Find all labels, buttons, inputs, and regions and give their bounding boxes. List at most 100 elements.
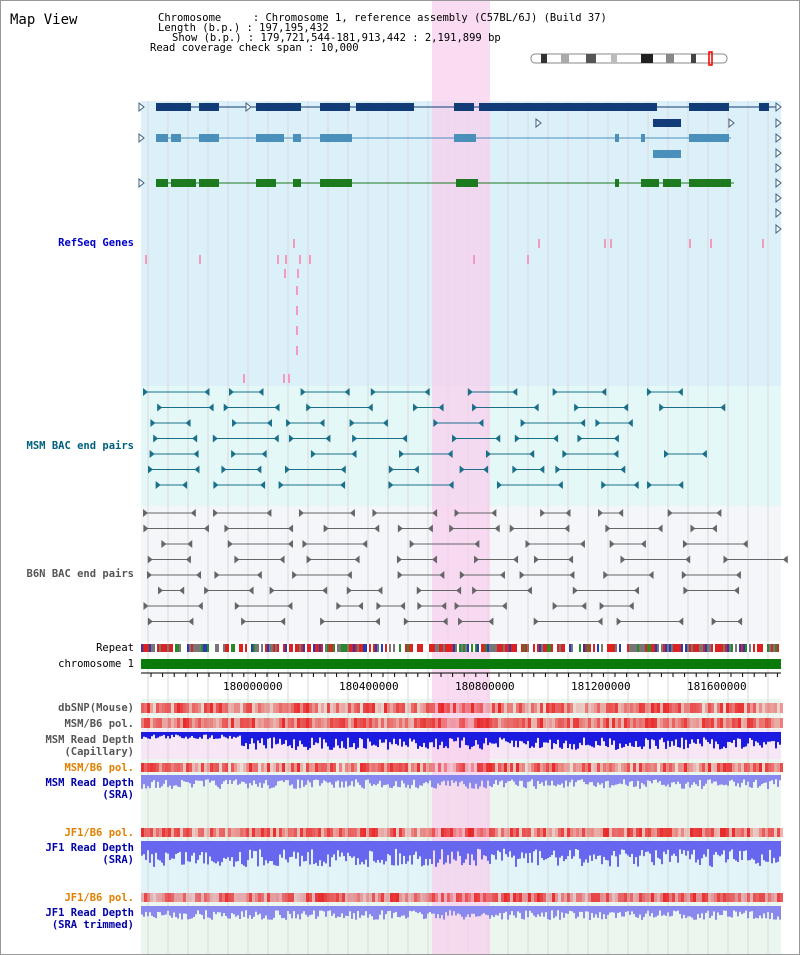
polymorphism-mark <box>480 893 483 902</box>
repeat-mark <box>247 644 249 652</box>
polymorphism-mark <box>750 703 753 713</box>
repeat-mark <box>415 644 417 652</box>
polymorphism-mark <box>261 893 264 902</box>
chromosome-ideogram <box>530 53 728 64</box>
polymorphism-mark <box>270 763 273 772</box>
polymorphism-mark <box>678 703 681 713</box>
read-depth-bar <box>141 906 143 915</box>
read-depth-bar <box>457 841 459 852</box>
polymorphism-mark <box>585 718 588 728</box>
b6n-bac-pair-end <box>298 509 304 517</box>
polymorphism-mark <box>495 763 498 772</box>
polymorphism-mark <box>666 763 669 772</box>
repeat-mark <box>741 644 743 652</box>
polymorphism-mark <box>357 718 360 728</box>
polymorphism-mark <box>426 763 429 772</box>
read-depth-bar <box>607 906 609 915</box>
read-depth-bar <box>469 775 471 783</box>
polymorphism-mark <box>696 828 699 837</box>
polymorphism-mark <box>495 893 498 902</box>
repeat-mark <box>279 644 281 652</box>
polymorphism-mark <box>462 828 465 837</box>
msm-bac-pair-end <box>260 481 266 489</box>
repeat-mark <box>407 644 409 652</box>
polymorphism-mark <box>615 763 618 772</box>
track-label-b6n-bac[interactable]: B6N BAC end pairs <box>26 568 134 580</box>
polymorphism-mark <box>177 828 180 837</box>
msm-bac-pair-end <box>495 434 501 443</box>
msm-bac-pair-end <box>367 403 373 412</box>
msm-bac-pair-end <box>539 465 545 474</box>
read-depth-bar <box>263 841 265 866</box>
polymorphism-mark <box>330 703 333 713</box>
polymorphism-mark <box>474 893 477 902</box>
read-depth-bar <box>283 775 285 783</box>
polymorphism-mark <box>195 828 198 837</box>
read-depth-bar <box>207 906 209 918</box>
read-depth-bar <box>649 775 651 782</box>
repeat-mark <box>219 644 221 652</box>
polymorphism-mark <box>372 828 375 837</box>
read-depth-bar <box>621 732 623 748</box>
polymorphism-mark <box>171 703 174 713</box>
repeat-mark <box>693 644 695 652</box>
polymorphism-mark <box>441 763 444 772</box>
track-label-refseq[interactable]: RefSeq Genes <box>58 237 134 249</box>
read-depth-bar <box>367 841 369 867</box>
read-depth-bar <box>441 775 443 782</box>
b6n-bac-pair-end <box>565 509 571 517</box>
polymorphism-mark <box>522 763 525 772</box>
read-depth-bar <box>165 841 167 853</box>
polymorphism-mark <box>714 703 717 713</box>
gene-exon <box>479 103 657 111</box>
read-depth-bar <box>475 906 477 917</box>
read-depth-bar <box>539 775 541 784</box>
polymorphism-mark <box>366 718 369 728</box>
read-depth-bar <box>399 775 401 788</box>
polymorphism-mark <box>204 703 207 713</box>
read-depth-bar <box>527 906 529 918</box>
polymorphism-mark <box>693 718 696 728</box>
polymorphism-mark <box>354 893 357 902</box>
polymorphism-mark <box>255 718 258 728</box>
polymorphism-mark <box>684 703 687 713</box>
polymorphism-mark <box>450 763 453 772</box>
read-depth-bar <box>739 775 741 788</box>
read-depth-bar <box>441 841 443 850</box>
polymorphism-mark <box>777 718 780 728</box>
read-depth-bar <box>483 906 485 913</box>
polymorphism-mark <box>723 718 726 728</box>
polymorphism-mark <box>534 763 537 772</box>
read-depth-bar <box>513 841 515 856</box>
repeat-mark <box>285 644 287 652</box>
read-depth-bar <box>363 906 365 916</box>
polymorphism-mark <box>387 718 390 728</box>
read-depth-bar <box>203 775 205 787</box>
read-depth-bar <box>409 841 411 856</box>
polymorphism-mark <box>489 703 492 713</box>
polymorphism-mark <box>669 703 672 713</box>
read-depth-bar <box>405 775 407 788</box>
polymorphism-mark <box>471 763 474 772</box>
read-depth-bar <box>555 775 557 787</box>
read-depth-bar <box>719 775 721 785</box>
msm-bac-pair-end <box>562 450 568 458</box>
read-depth-bar <box>625 775 627 785</box>
polymorphism-mark <box>774 828 777 837</box>
read-depth-bar <box>505 775 507 783</box>
track-label-msm-bac[interactable]: MSM BAC end pairs <box>26 440 134 452</box>
polymorphism-mark <box>180 893 183 902</box>
read-depth-bar <box>257 906 259 915</box>
polymorphism-mark <box>678 893 681 902</box>
read-depth-bar <box>263 906 265 919</box>
read-depth-bar <box>473 841 475 861</box>
read-depth-bar <box>167 906 169 911</box>
polymorphism-mark <box>501 828 504 837</box>
polymorphism-mark <box>405 703 408 713</box>
read-depth-bar <box>687 732 689 748</box>
polymorphism-mark <box>549 893 552 902</box>
repeat-mark <box>357 644 359 652</box>
polymorphism-mark <box>603 763 606 772</box>
repeat-mark <box>681 644 683 652</box>
